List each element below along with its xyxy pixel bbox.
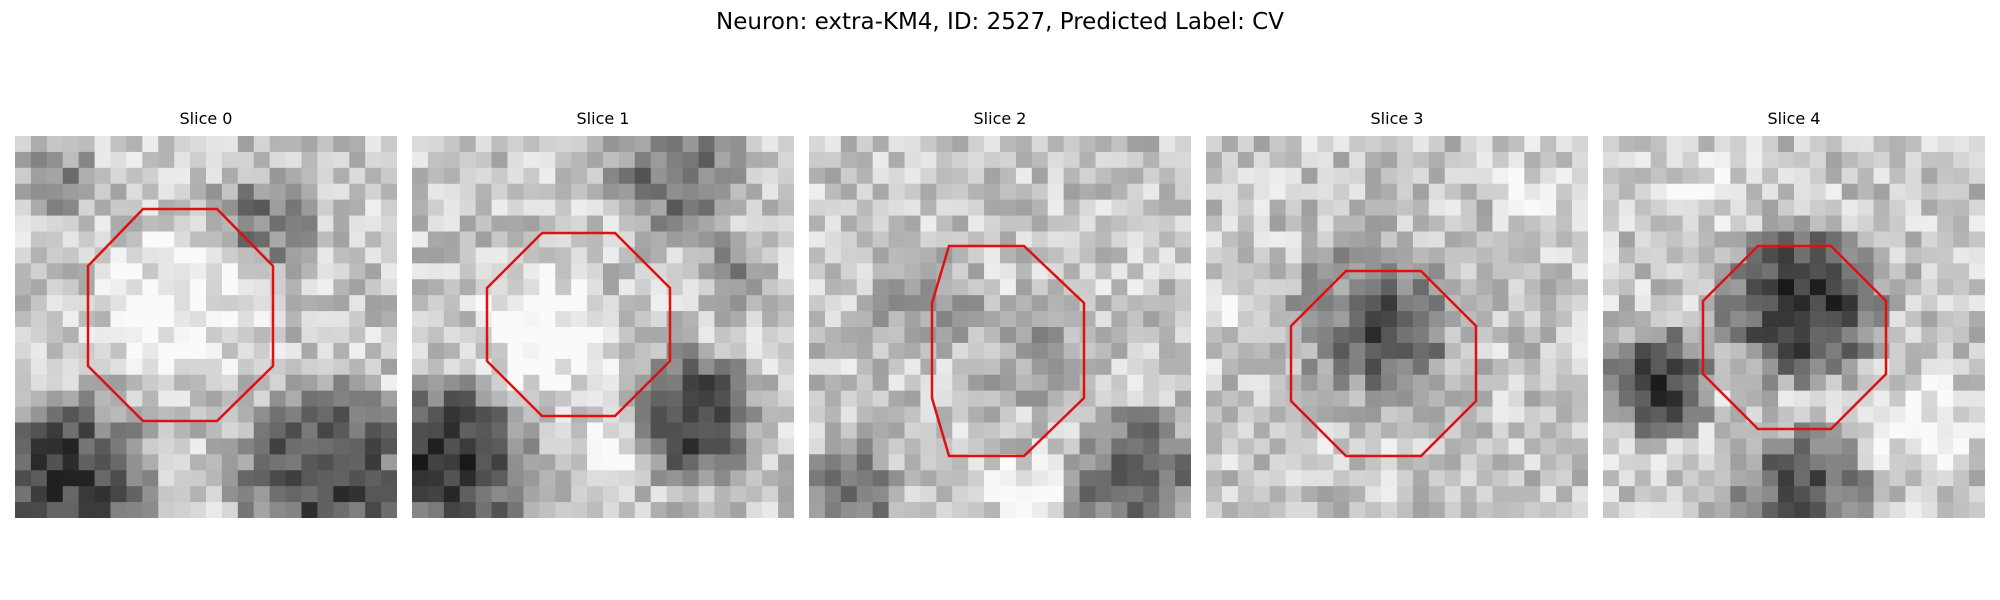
slice-title-4: Slice 4 (1767, 109, 1821, 128)
slice-image-3 (1206, 136, 1588, 518)
slice-title-0: Slice 0 (179, 109, 233, 128)
slice-panel-3: Slice 3 (1206, 108, 1588, 518)
slice-texture-0 (15, 136, 397, 518)
slice-panel-0: Slice 0 (15, 108, 397, 518)
slice-image-0 (15, 136, 397, 518)
roi-octagon-0 (86, 207, 275, 423)
slice-texture-2 (809, 136, 1191, 518)
roi-octagon-4 (1701, 244, 1888, 431)
slice-image-1 (412, 136, 794, 518)
slice-texture-3 (1206, 136, 1588, 518)
slice-panel-1: Slice 1 (412, 108, 794, 518)
roi-octagon-1 (485, 231, 672, 418)
slice-image-4 (1603, 136, 1985, 518)
slice-title-3: Slice 3 (1370, 109, 1424, 128)
slice-panel-2: Slice 2 (809, 108, 1191, 518)
slice-panel-4: Slice 4 (1603, 108, 1985, 518)
figure-title: Neuron: extra-KM4, ID: 2527, Predicted L… (716, 9, 1284, 35)
slice-title-1: Slice 1 (576, 109, 630, 128)
roi-octagon-2 (930, 244, 1086, 458)
slice-texture-1 (412, 136, 794, 518)
slice-image-2 (809, 136, 1191, 518)
slice-title-2: Slice 2 (973, 109, 1027, 128)
slice-texture-4 (1603, 136, 1985, 518)
roi-octagon-3 (1289, 269, 1478, 458)
